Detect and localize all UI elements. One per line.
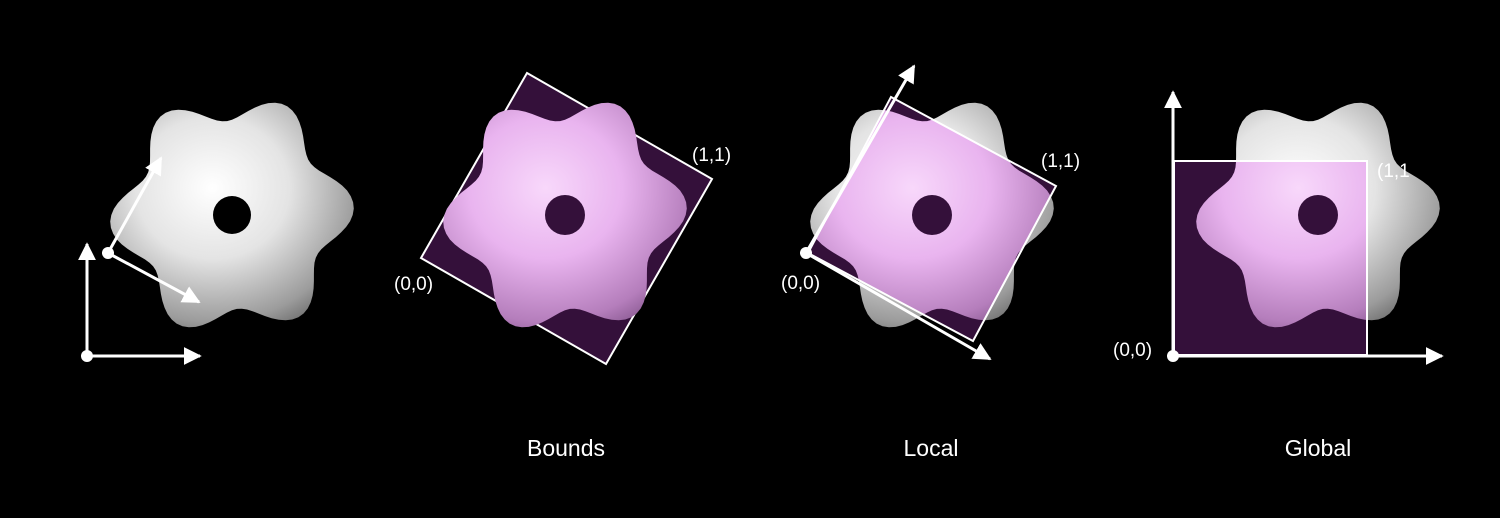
local-y-axis [804, 64, 916, 254]
corner-label: (1,1) [1041, 151, 1080, 172]
torus-hole [1298, 195, 1338, 235]
panel-global: (0,0) (1,1 Global [1113, 90, 1444, 461]
caption-local: Local [904, 435, 959, 461]
local-x-axis [805, 251, 992, 361]
origin-label: (0,0) [1113, 340, 1152, 361]
origin-label: (0,0) [394, 274, 433, 295]
global-origin-dot [1167, 350, 1179, 362]
local-origin-dot [800, 247, 812, 259]
torus-hole [545, 195, 585, 235]
panel-plain [78, 102, 354, 365]
torus-hole [213, 196, 251, 234]
local-box-outline [806, 95, 1058, 343]
local-origin-dot [102, 247, 114, 259]
torus-hole [912, 195, 952, 235]
origin-label: (0,0) [781, 273, 820, 294]
corner-label: (1,1) [692, 145, 731, 166]
global-origin-dot [81, 350, 93, 362]
panel-bounds: (0,0) (1,1) Bounds [394, 71, 731, 461]
local-y-axis [106, 156, 163, 254]
local-x-axis [107, 251, 201, 304]
panel-local: (0,0) (1,1) Local [781, 64, 1080, 461]
corner-label: (1,1 [1377, 161, 1410, 182]
caption-global: Global [1285, 435, 1351, 461]
caption-bounds: Bounds [527, 435, 605, 461]
